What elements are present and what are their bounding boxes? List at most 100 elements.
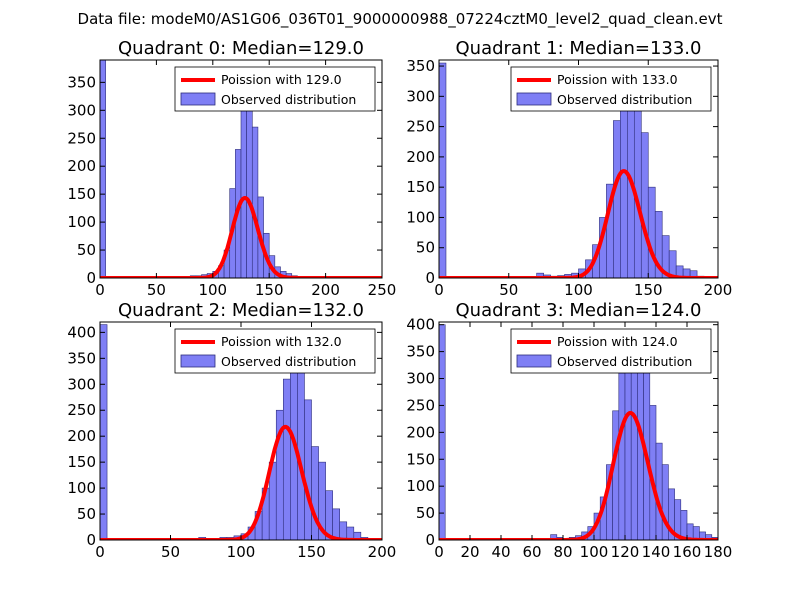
legend-bar-label: Observed distribution: [557, 354, 692, 369]
y-tick-label: 50: [416, 504, 435, 522]
y-tick-label: 150: [406, 450, 435, 468]
x-tick-label: 250: [368, 281, 397, 299]
x-tick-label: 100: [227, 543, 256, 561]
y-tick-label: 250: [406, 396, 435, 414]
x-tick-label: 0: [95, 543, 105, 561]
legend-bar-label: Observed distribution: [221, 92, 356, 107]
figure-title: Data file: modeM0/AS1G06_036T01_90000009…: [78, 10, 723, 29]
y-tick-label: 150: [67, 453, 96, 471]
axes-frame: [99, 59, 383, 279]
histogram-bar: [332, 508, 340, 540]
legend-bar-swatch: [180, 354, 216, 368]
x-tick-label: 200: [368, 543, 397, 561]
x-tick-label: 50: [147, 281, 166, 299]
x-tick-label: 0: [95, 281, 105, 299]
y-tick-label: 200: [67, 427, 96, 445]
y-tick-label: 50: [77, 241, 96, 259]
x-tick-label: 50: [161, 543, 180, 561]
x-tick-label: 200: [311, 281, 340, 299]
histogram-bar: [680, 510, 688, 540]
legend-bar-label: Observed distribution: [221, 354, 356, 369]
histogram-bar: [640, 132, 649, 278]
y-tick-label: 150: [406, 178, 435, 196]
axes-frame: [438, 321, 719, 541]
y-tick-label: 400: [406, 316, 435, 334]
y-tick-label: 250: [406, 118, 435, 136]
y-tick-label: 200: [67, 157, 96, 175]
x-tick-label: 60: [522, 543, 541, 561]
histogram-bar: [251, 126, 259, 278]
x-tick-label: 20: [460, 543, 479, 561]
x-tick-label: 100: [580, 543, 609, 561]
poisson-curve: [100, 196, 382, 278]
chart-title: Quadrant 3: Median=124.0: [456, 300, 702, 321]
y-tick-label: 350: [67, 349, 96, 367]
x-tick-label: 0: [434, 281, 444, 299]
x-tick-label: 40: [491, 543, 510, 561]
legend-line-label: Poission with 133.0: [557, 72, 678, 87]
chart-title: Quadrant 2: Median=132.0: [118, 300, 364, 321]
y-tick-label: 350: [406, 343, 435, 361]
y-tick-label: 100: [406, 477, 435, 495]
legend: Poission with 129.0 Observed distribution: [174, 66, 376, 112]
x-tick-label: 150: [634, 281, 663, 299]
legend-bar-swatch: [180, 92, 216, 106]
x-tick-label: 100: [564, 281, 593, 299]
histogram-bar: [353, 531, 362, 540]
x-tick-label: 200: [704, 281, 733, 299]
poisson-curve: [439, 411, 718, 540]
histogram-bar: [100, 324, 108, 540]
y-tick-label: 250: [67, 401, 96, 419]
y-tick-label: 100: [67, 479, 96, 497]
histogram-bar: [689, 270, 698, 278]
x-tick-label: 180: [704, 543, 733, 561]
histogram-bar: [240, 90, 247, 278]
plot-area: [100, 60, 382, 278]
chart-quadrant-2: Quadrant 2: Median=132.0 0 50 100 150 200 0 50 1…: [67, 300, 396, 561]
histogram-bar: [647, 186, 656, 278]
histogram-bar: [100, 60, 106, 278]
x-tick-label: 100: [198, 281, 227, 299]
histogram-bar: [439, 62, 447, 278]
histogram-bar: [339, 521, 348, 540]
chart-title: Quadrant 1: Median=133.0: [456, 38, 702, 59]
y-tick-label: 0: [86, 531, 96, 549]
y-tick-label: 400: [67, 323, 96, 341]
x-tick-label: 150: [255, 281, 284, 299]
x-tick-label: 120: [611, 543, 640, 561]
y-tick-label: 300: [406, 87, 435, 105]
x-tick-label: 150: [297, 543, 326, 561]
y-tick-label: 100: [67, 213, 96, 231]
x-tick-label: 0: [434, 543, 444, 561]
histogram-bar: [612, 410, 620, 540]
histogram-bar: [246, 93, 253, 278]
x-tick-label: 140: [642, 543, 671, 561]
plot-area: [439, 62, 718, 278]
legend-line-label: Poission with 129.0: [221, 72, 342, 87]
legend-bar-swatch: [516, 92, 552, 106]
chart-quadrant-1: Quadrant 1: Median=133.0 0 50 100 150 200 0 50 1…: [406, 38, 732, 299]
histogram-bar: [613, 120, 621, 278]
y-tick-label: 350: [406, 57, 435, 75]
y-tick-label: 0: [425, 269, 435, 287]
y-tick-label: 0: [425, 531, 435, 549]
legend-line-label: Poission with 132.0: [221, 334, 342, 349]
histogram-bar: [282, 378, 291, 540]
y-tick-label: 50: [77, 505, 96, 523]
x-tick-label: 50: [499, 281, 518, 299]
legend: Poission with 124.0 Observed distribution: [510, 328, 712, 374]
y-tick-label: 300: [406, 370, 435, 388]
chart-title: Quadrant 0: Median=129.0: [118, 38, 364, 59]
y-tick-label: 250: [67, 129, 96, 147]
histogram-bar: [618, 372, 626, 540]
histogram-bar: [624, 351, 632, 540]
chart-quadrant-0: Quadrant 0: Median=129.0 0 50 100 150 200 250 0…: [67, 38, 396, 299]
legend-bar-swatch: [516, 354, 552, 368]
legend-line-label: Poission with 124.0: [557, 334, 678, 349]
plot-area: [100, 324, 382, 540]
x-tick-label: 80: [553, 543, 572, 561]
y-tick-label: 100: [406, 208, 435, 226]
y-tick-label: 150: [67, 185, 96, 203]
legend-bar-label: Observed distribution: [557, 92, 692, 107]
